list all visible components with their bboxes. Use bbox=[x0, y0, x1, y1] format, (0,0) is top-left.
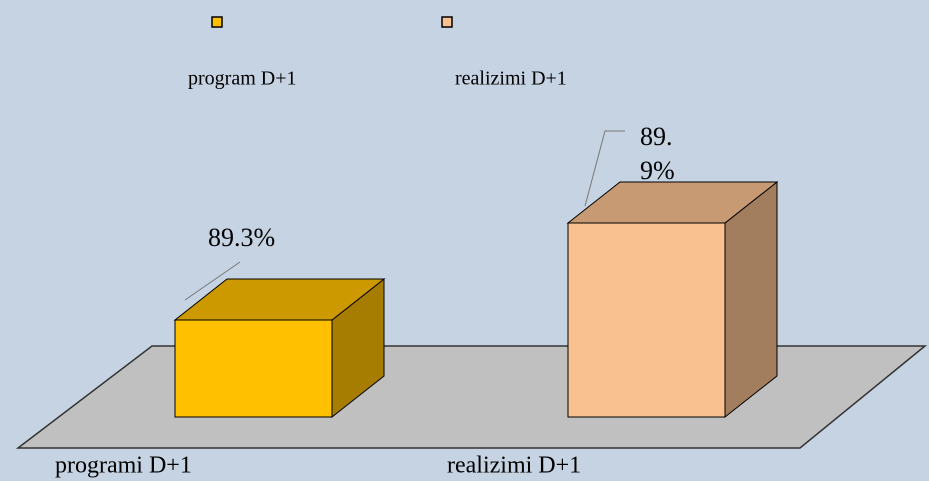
bar bbox=[567, 222, 726, 418]
legend-swatch bbox=[211, 16, 223, 28]
data-label: 89.3% bbox=[208, 223, 276, 252]
legend-label: realizimi D+1 bbox=[455, 68, 567, 90]
legend-swatch bbox=[441, 16, 453, 28]
leader-line bbox=[184, 261, 241, 301]
data-label: 89.9% bbox=[640, 122, 675, 185]
x-tick-label: realizimi D+1 bbox=[447, 453, 581, 479]
leader-line bbox=[584, 130, 625, 207]
floor bbox=[15, 345, 928, 449]
legend-label: program D+1 bbox=[188, 68, 296, 90]
x-tick-label: programi D+1 bbox=[55, 453, 192, 479]
bar bbox=[174, 319, 333, 418]
